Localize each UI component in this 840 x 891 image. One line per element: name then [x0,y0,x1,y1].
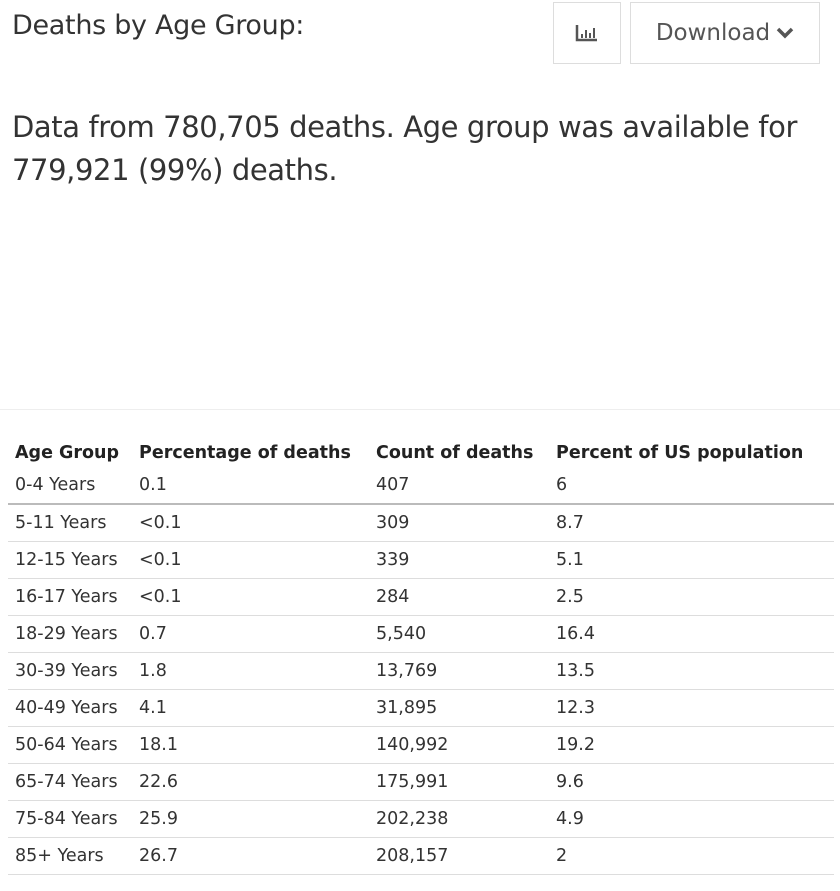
table-row: 12-15 Years <0.1 339 5.1 [8,541,834,579]
table-cell: 12.3 [549,689,834,727]
table-cell: 309 [369,504,549,542]
table-cell: 202,238 [369,800,549,838]
table-cell: 30-39 Years [8,652,132,690]
table-row: 75-84 Years 25.9 202,238 4.9 [8,800,834,838]
table-cell: 18.1 [132,726,369,764]
download-button[interactable]: Download [630,2,820,64]
column-header: Age Group [15,443,120,463]
bar-chart-icon [575,25,597,42]
chevron-down-icon [776,27,794,39]
table-cell: 13.5 [549,652,834,690]
table-cell: 12-15 Years [8,541,132,579]
table-cell: 13,769 [369,652,549,690]
table-row: 5-11 Years <0.1 309 8.7 [8,504,834,542]
chart-view-button[interactable] [553,2,621,64]
table-cell: 175,991 [369,763,549,801]
table-cell: 85+ Years [8,837,132,875]
section-title: Deaths by Age Group: [12,10,305,41]
table-cell: 407 [369,467,549,505]
table-cell: 8.7 [549,504,834,542]
table-cell: 0.7 [132,615,369,653]
table-cell: 2.5 [549,578,834,616]
table-cell: 5.1 [549,541,834,579]
summary-text: Data from 780,705 deaths. Age group was … [12,110,797,187]
table-cell: 16.4 [549,615,834,653]
table-cell: 75-84 Years [8,800,132,838]
table-cell: <0.1 [132,504,369,542]
table-row: 85+ Years 26.7 208,157 2 [8,837,834,875]
divider [0,409,840,410]
table-row: 0-4 Years 0.1 407 6 [8,467,834,505]
table-cell: 208,157 [369,837,549,875]
table-cell: <0.1 [132,541,369,579]
table-row: 16-17 Years <0.1 284 2.5 [8,578,834,616]
table-cell: 5-11 Years [8,504,132,542]
table-cell: 1.8 [132,652,369,690]
table-cell: <0.1 [132,578,369,616]
table-cell: 25.9 [132,800,369,838]
table-cell: 50-64 Years [8,726,132,764]
table-cell: 26.7 [132,837,369,875]
column-header: Percent of US population [556,443,804,463]
table-cell: 6 [549,467,834,505]
table-cell: 0.1 [132,467,369,505]
column-header: Percentage of deaths [139,443,351,463]
table-cell: 65-74 Years [8,763,132,801]
table-row: 65-74 Years 22.6 175,991 9.6 [8,763,834,801]
table-row: 40-49 Years 4.1 31,895 12.3 [8,689,834,727]
table-cell: 31,895 [369,689,549,727]
table-cell: 284 [369,578,549,616]
table-row: 18-29 Years 0.7 5,540 16.4 [8,615,834,653]
table-cell: 19.2 [549,726,834,764]
table-cell: 339 [369,541,549,579]
table-cell: 140,992 [369,726,549,764]
table-cell: 22.6 [132,763,369,801]
table-cell: 2 [549,837,834,875]
table-cell: 18-29 Years [8,615,132,653]
table-cell: 4.1 [132,689,369,727]
table-cell: 9.6 [549,763,834,801]
table-cell: 16-17 Years [8,578,132,616]
table-row: 50-64 Years 18.1 140,992 19.2 [8,726,834,764]
column-header: Count of deaths [376,443,534,463]
table-cell: 0-4 Years [8,467,132,505]
table-cell: 5,540 [369,615,549,653]
table-row: 30-39 Years 1.8 13,769 13.5 [8,652,834,690]
download-label: Download [655,20,771,46]
age-group-table: Age Group Percentage of deaths Count of de… [8,437,834,875]
table-cell: 4.9 [549,800,834,838]
table-cell: 40-49 Years [8,689,132,727]
